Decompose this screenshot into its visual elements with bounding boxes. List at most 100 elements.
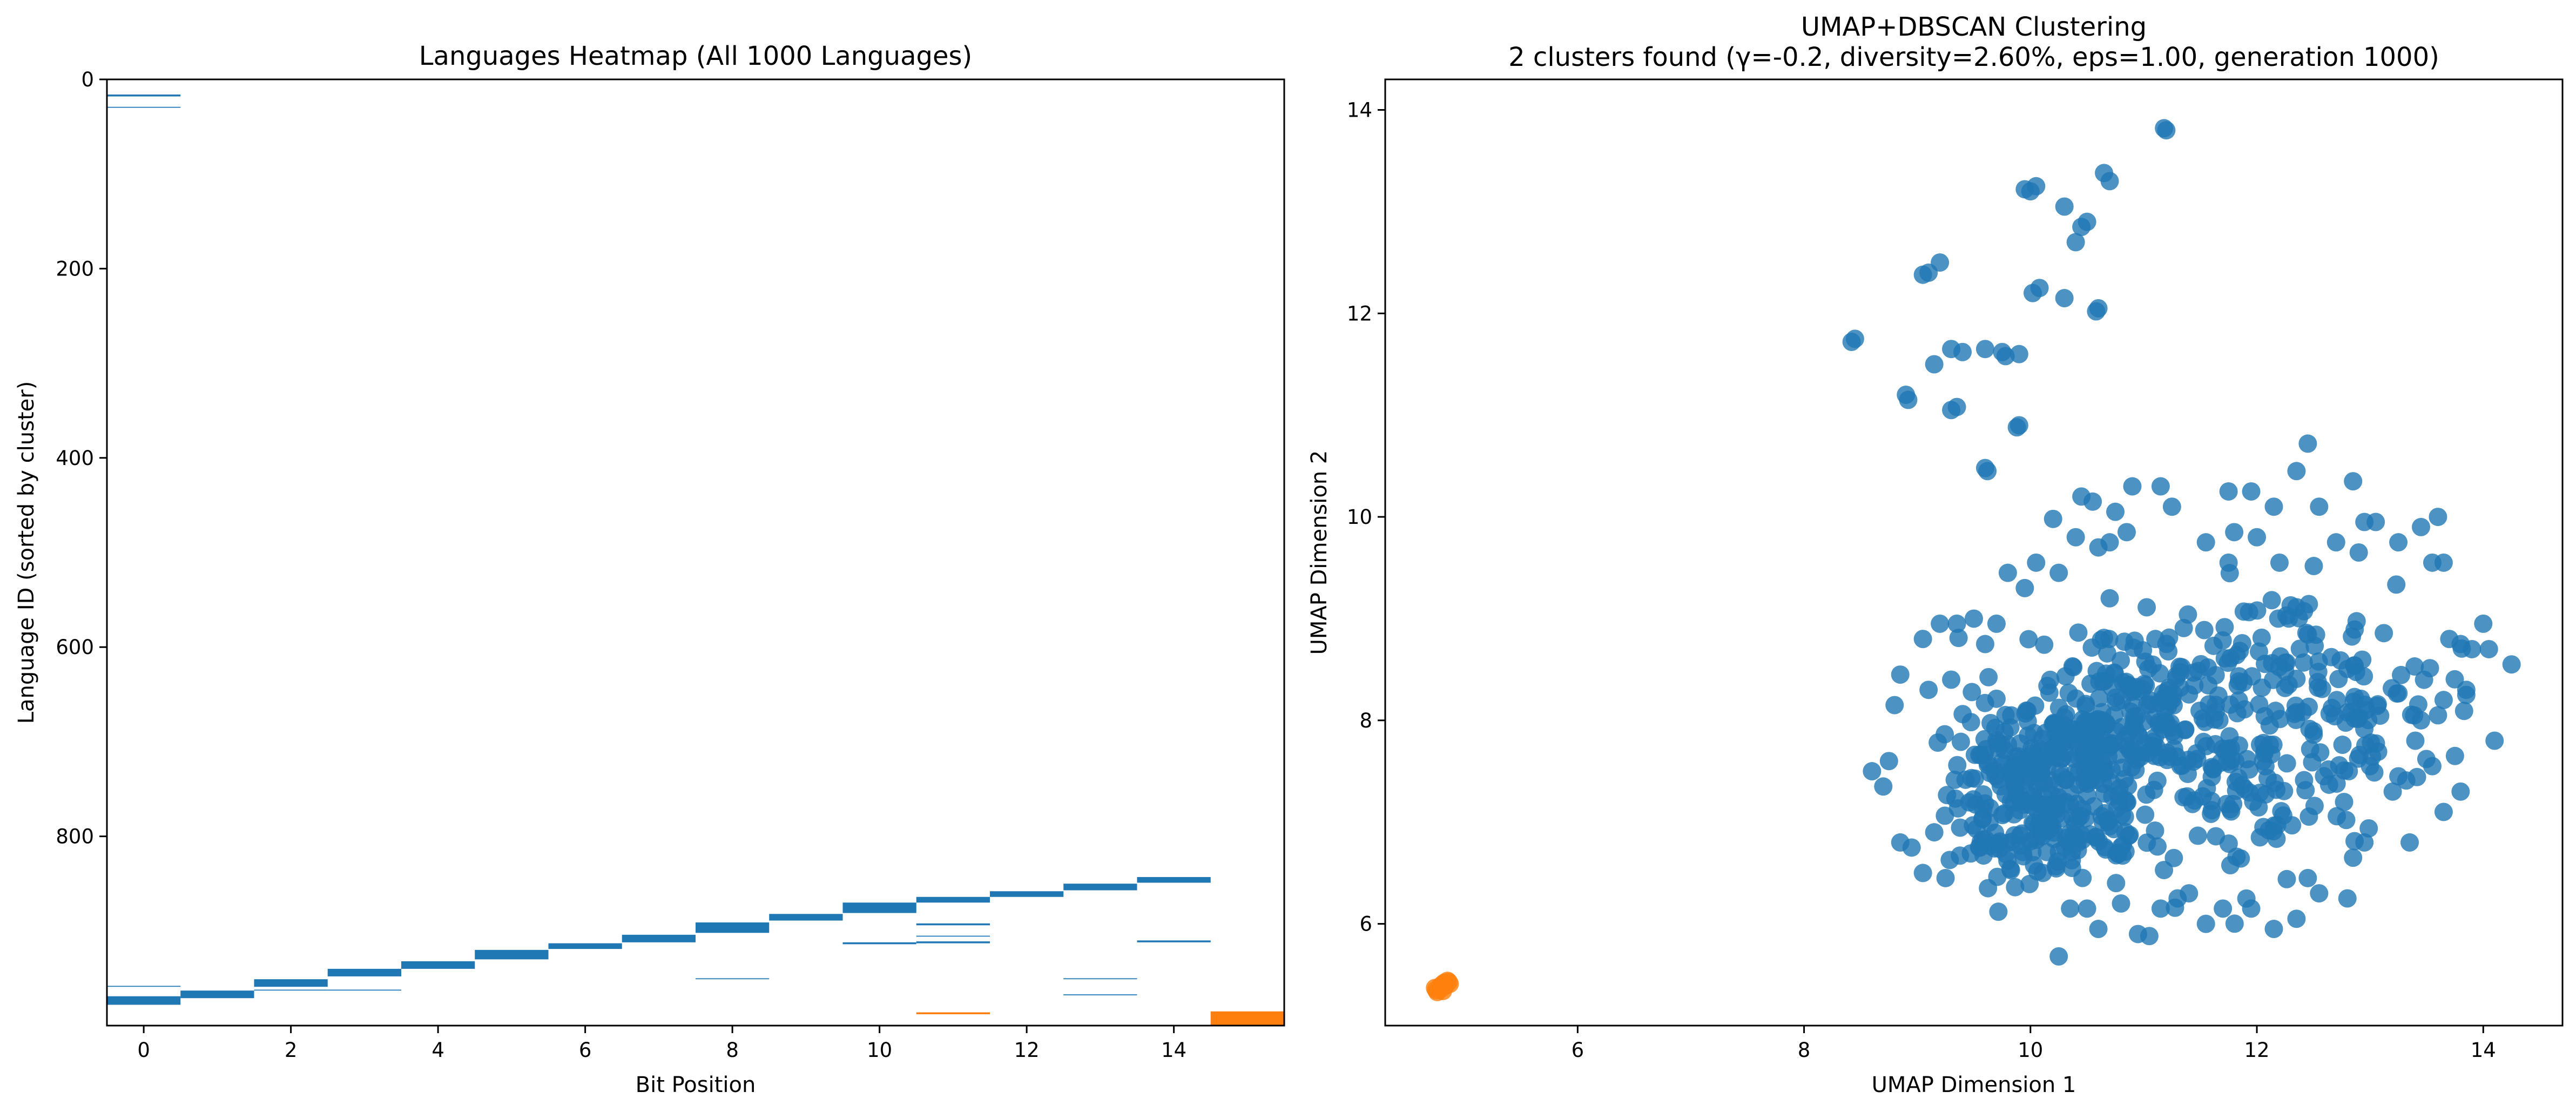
scatter-point-cluster0-828 xyxy=(2392,665,2411,684)
scatter-y-label: UMAP Dimension 2 xyxy=(1307,450,1332,655)
scatter-point-cluster0-714 xyxy=(2281,596,2300,615)
scatter-point-cluster0-111 xyxy=(2344,848,2363,867)
scatter-point-cluster0-27 xyxy=(1996,347,2015,366)
scatter-point-cluster0-851 xyxy=(2017,701,2036,720)
scatter-x-tick-label-1: 8 xyxy=(1798,1039,1811,1062)
scatter-point-cluster0-824 xyxy=(2402,705,2420,724)
heatmap-cell-26 xyxy=(1063,994,1137,995)
scatter-point-cluster0-85 xyxy=(1879,752,1898,771)
scatter-point-cluster0-424 xyxy=(2049,698,2068,717)
scatter-point-cluster0-756 xyxy=(2177,787,2196,806)
scatter-point-cluster0-232 xyxy=(2001,718,2020,737)
scatter-point-cluster0-506 xyxy=(2073,868,2092,887)
scatter-point-cluster0-847 xyxy=(2019,630,2038,649)
scatter-point-cluster0-69 xyxy=(2423,553,2442,572)
scatter-point-cluster0-430 xyxy=(2119,777,2137,796)
scatter-point-cluster0-65 xyxy=(2248,528,2267,547)
scatter-point-cluster0-798 xyxy=(2299,697,2318,716)
scatter-point-cluster0-225 xyxy=(1975,693,1994,712)
scatter-title-line1: UMAP+DBSCAN Clustering xyxy=(1801,12,2147,42)
scatter-point-cluster0-733 xyxy=(2272,802,2291,821)
scatter-point-cluster0-775 xyxy=(2197,779,2216,798)
scatter-point-cluster0-39 xyxy=(2106,502,2125,521)
scatter-point-cluster0-498 xyxy=(2047,738,2066,757)
scatter-point-cluster0-833 xyxy=(2397,771,2416,790)
scatter-point-cluster0-46 xyxy=(2100,533,2119,552)
scatter-point-cluster0-574 xyxy=(2080,734,2099,753)
scatter-point-cluster0-84 xyxy=(1874,777,1893,796)
scatter-point-cluster0-530 xyxy=(2045,776,2064,795)
scatter-point-cluster0-109 xyxy=(2383,782,2402,801)
heatmap-cell-4 xyxy=(180,990,254,999)
scatter-point-cluster0-702 xyxy=(2387,575,2406,594)
scatter-y-tick-label-1: 8 xyxy=(1359,709,1372,732)
scatter-point-cluster0-101 xyxy=(2406,731,2425,750)
scatter-point-cluster0-682 xyxy=(2305,636,2324,655)
scatter-point-cluster0-786 xyxy=(2164,848,2183,867)
scatter-point-cluster0-106 xyxy=(2451,782,2470,801)
scatter-point-cluster0-831 xyxy=(2304,725,2323,744)
scatter-point-cluster0-53 xyxy=(2242,482,2261,501)
scatter-point-cluster0-529 xyxy=(2095,838,2114,857)
scatter-point-cluster0-110 xyxy=(2400,833,2419,852)
scatter-x-tick-label-0: 6 xyxy=(1572,1039,1584,1062)
scatter-point-cluster0-575 xyxy=(2078,786,2097,805)
scatter-panel: UMAP+DBSCAN Clustering 2 clusters found … xyxy=(1307,12,2564,1097)
scatter-point-cluster0-54 xyxy=(2264,497,2283,516)
scatter-point-cluster0-100 xyxy=(2429,706,2447,725)
heatmap-cell-10 xyxy=(475,949,549,960)
scatter-point-cluster0-712 xyxy=(2287,669,2306,688)
scatter-point-cluster0-861 xyxy=(2069,623,2088,642)
scatter-point-cluster0-30 xyxy=(1947,397,1966,416)
scatter-point-cluster0-71 xyxy=(2270,553,2289,572)
scatter-point-cluster0-778 xyxy=(2227,781,2245,800)
scatter-point-cluster0-690 xyxy=(2179,605,2197,624)
scatter-point-cluster0-700 xyxy=(2287,710,2305,729)
scatter-point-cluster0-60 xyxy=(2366,513,2385,531)
scatter-point-cluster0-771 xyxy=(2244,792,2263,811)
scatter-point-cluster0-619 xyxy=(2161,718,2180,737)
scatter-point-cluster0-130 xyxy=(2214,899,2233,918)
heatmap-y-tick-label-0: 0 xyxy=(81,68,94,91)
scatter-point-cluster0-880 xyxy=(2125,638,2143,657)
heatmap-cell-2 xyxy=(107,986,181,987)
scatter-point-cluster0-48 xyxy=(2015,578,2034,597)
scatter-point-cluster0-62 xyxy=(2429,508,2447,527)
scatter-point-cluster0-125 xyxy=(2061,899,2080,918)
scatter-point-cluster0-800 xyxy=(2296,781,2315,800)
scatter-point-cluster0-28 xyxy=(2009,345,2028,363)
scatter-point-cluster0-51 xyxy=(2100,589,2119,608)
scatter-point-cluster0-684 xyxy=(2262,591,2281,610)
scatter-point-cluster0-832 xyxy=(2350,708,2369,727)
scatter-point-cluster0-209 xyxy=(1981,713,2000,732)
heatmap-cell-24 xyxy=(1063,884,1137,891)
scatter-point-cluster0-699 xyxy=(2256,655,2275,673)
scatter-point-cluster0-103 xyxy=(2445,746,2464,765)
scatter-point-cluster0-105 xyxy=(2485,731,2504,750)
scatter-point-cluster0-790 xyxy=(2225,914,2244,933)
heatmap-cell-7 xyxy=(327,968,401,976)
scatter-point-cluster0-73 xyxy=(1931,614,1950,633)
scatter-point-cluster0-375 xyxy=(1975,730,1994,749)
scatter-point-cluster0-667 xyxy=(2220,564,2239,583)
scatter-point-cluster0-124 xyxy=(2140,927,2159,946)
scatter-point-cluster0-844 xyxy=(2339,761,2358,780)
scatter-point-cluster0-413 xyxy=(2068,746,2087,765)
scatter-point-cluster0-67 xyxy=(2389,533,2408,552)
scatter-points xyxy=(1426,119,2521,1001)
scatter-y-tick-label-0: 6 xyxy=(1359,913,1372,936)
scatter-point-cluster0-77 xyxy=(1942,670,1961,689)
heatmap-frame xyxy=(106,78,1285,1027)
scatter-point-cluster0-780 xyxy=(2328,807,2346,826)
scatter-x-label: UMAP Dimension 1 xyxy=(1872,1073,2076,1097)
scatter-point-cluster0-613 xyxy=(2141,691,2160,710)
scatter-point-cluster0-872 xyxy=(2160,628,2179,647)
scatter-point-cluster0-463 xyxy=(2001,861,2020,880)
scatter-point-cluster0-445 xyxy=(2166,898,2184,917)
heatmap-x-tick-label-0: 0 xyxy=(137,1039,150,1062)
scatter-point-cluster0-751 xyxy=(2222,802,2241,821)
scatter-point-cluster0-129 xyxy=(2180,884,2199,903)
scatter-point-cluster0-470 xyxy=(1997,845,2015,864)
scatter-point-cluster0-306 xyxy=(1953,705,1972,724)
